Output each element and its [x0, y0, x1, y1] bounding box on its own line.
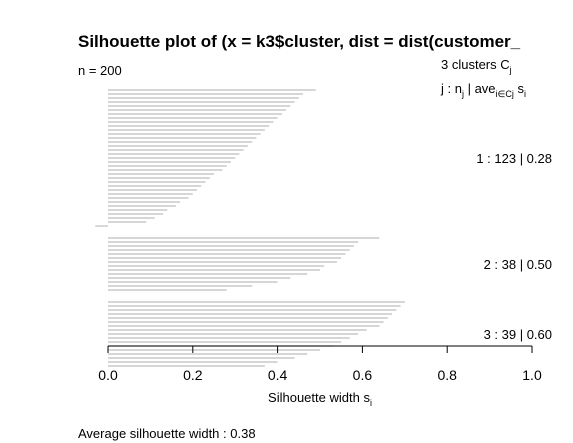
x-tick-label: 0.4: [268, 367, 288, 383]
legend-header-ave-sub: i∈Cj: [496, 89, 514, 99]
x-tick-label: 1.0: [522, 367, 542, 383]
legend-header-ave: | ave: [464, 81, 496, 96]
x-axis-label-sub: i: [370, 398, 372, 408]
chart-title: Silhouette plot of (x = k3$cluster, dist…: [78, 32, 521, 51]
silhouette-bars: [95, 89, 405, 367]
legend-header-columns: j : nj | avei∈Cj si: [440, 81, 526, 99]
legend-header-s-sub: i: [524, 89, 526, 99]
x-axis-label: Silhouette width si: [268, 390, 372, 408]
x-tick-label: 0.8: [437, 367, 457, 383]
n-label: n = 200: [78, 63, 122, 78]
legend-header-n-sub: j: [461, 89, 464, 99]
x-tick-label: 0.6: [353, 367, 373, 383]
average-silhouette-label: Average silhouette width : 0.38: [78, 426, 256, 441]
legend-header-clusters-text: 3 clusters C: [441, 57, 510, 72]
x-axis-label-text: Silhouette width s: [268, 390, 370, 405]
legend-header-s: s: [514, 81, 525, 96]
x-tick-label: 0.0: [98, 367, 118, 383]
x-axis-ticks: 0.0 0.2 0.4 0.6 0.8 1.0: [98, 346, 542, 383]
x-tick-label: 0.2: [183, 367, 203, 383]
cluster-label-1: 1 : 123 | 0.28: [476, 151, 552, 166]
cluster-label-3: 3 : 39 | 0.60: [484, 327, 552, 342]
legend-header-clusters: 3 clusters Cj: [441, 57, 512, 75]
legend-header-clusters-sub: j: [509, 65, 512, 75]
cluster-labels: 1 : 123 | 0.28 2 : 38 | 0.50 3 : 39 | 0.60: [476, 151, 552, 342]
cluster-label-2: 2 : 38 | 0.50: [484, 257, 552, 272]
legend-header-j-n: j : n: [440, 81, 462, 96]
